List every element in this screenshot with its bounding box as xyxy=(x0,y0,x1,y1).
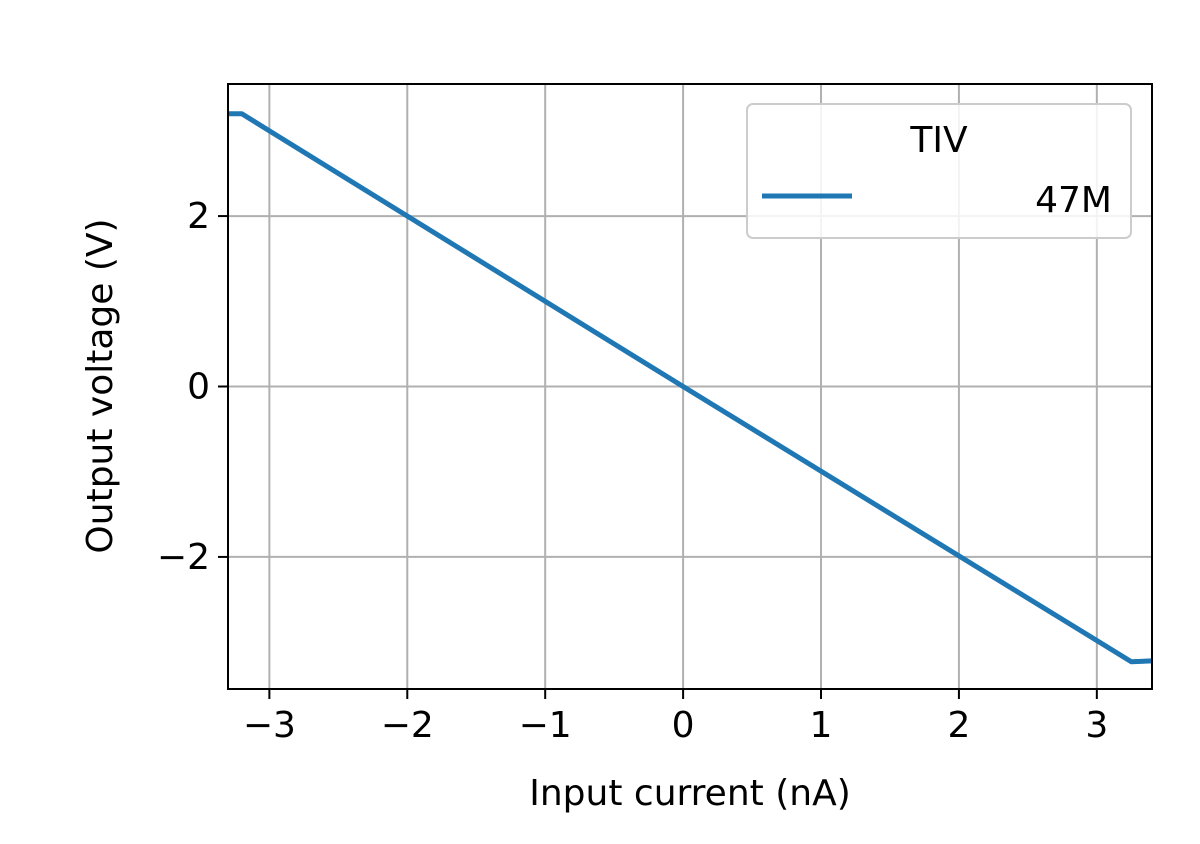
x-axis-ticks: −3 −2 −1 0 1 2 3 xyxy=(243,689,1108,746)
y-tick-label: 0 xyxy=(187,367,210,408)
x-axis-label: Input current (nA) xyxy=(529,773,851,814)
y-axis-label: Output voltage (V) xyxy=(80,218,121,553)
y-axis-ticks: −2 0 2 xyxy=(157,196,228,578)
series-line-0 xyxy=(228,111,1153,665)
series-layer xyxy=(228,111,1153,665)
x-tick-label: −3 xyxy=(243,705,296,746)
y-tick-label: −2 xyxy=(157,537,210,578)
x-tick-label: 2 xyxy=(947,705,970,746)
legend-entry-label: 47M xyxy=(1035,180,1112,221)
x-tick-label: 1 xyxy=(810,705,833,746)
legend: TIV 47M xyxy=(746,103,1132,239)
x-tick-label: 0 xyxy=(672,705,695,746)
x-tick-label: −2 xyxy=(381,705,434,746)
x-tick-label: 3 xyxy=(1085,705,1108,746)
y-tick-label: 2 xyxy=(187,196,210,237)
legend-title: TIV xyxy=(909,120,968,161)
x-tick-label: −1 xyxy=(519,705,572,746)
legend-box xyxy=(746,103,1132,239)
